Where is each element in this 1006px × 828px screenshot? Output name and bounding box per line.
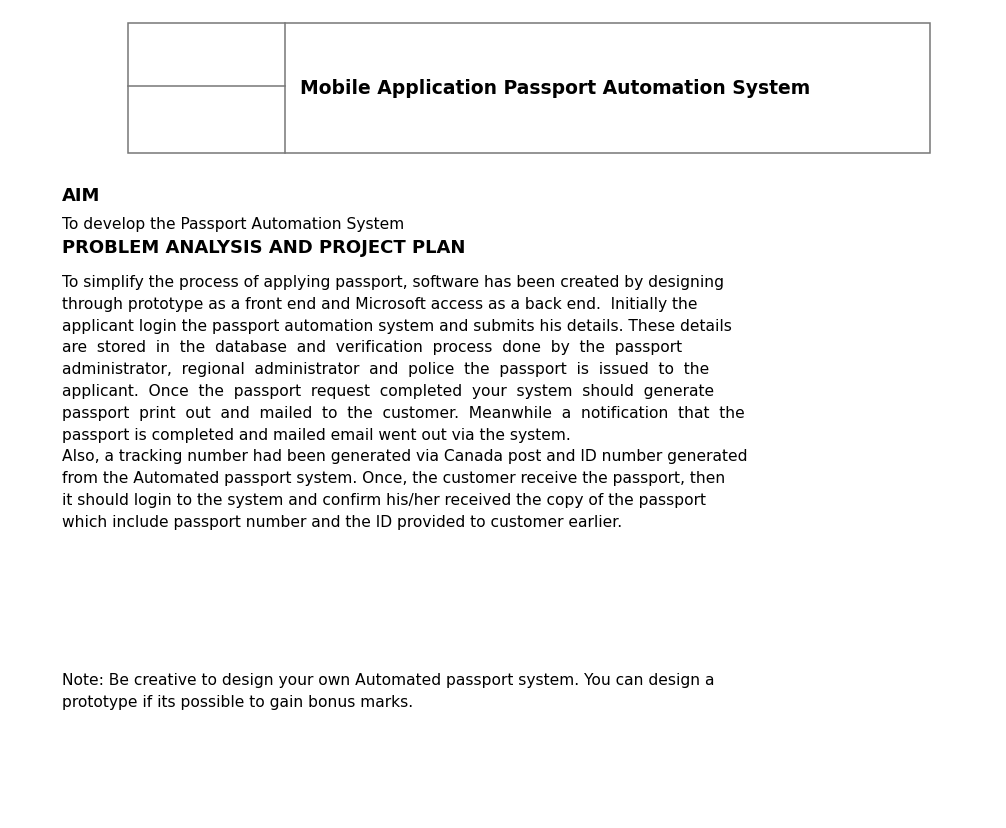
Text: passport  print  out  and  mailed  to  the  customer.  Meanwhile  a  notificatio: passport print out and mailed to the cus… <box>62 406 744 421</box>
Text: To develop the Passport Automation System: To develop the Passport Automation Syste… <box>62 217 404 232</box>
Text: passport is completed and mailed email went out via the system.: passport is completed and mailed email w… <box>62 427 570 442</box>
Text: AIM: AIM <box>62 187 101 205</box>
Text: which include passport number and the ID provided to customer earlier.: which include passport number and the ID… <box>62 514 622 529</box>
Text: Mobile Application Passport Automation System: Mobile Application Passport Automation S… <box>300 79 810 99</box>
Text: it should login to the system and confirm his/her received the copy of the passp: it should login to the system and confir… <box>62 493 706 508</box>
Text: PROBLEM ANALYSIS AND PROJECT PLAN: PROBLEM ANALYSIS AND PROJECT PLAN <box>62 238 466 257</box>
Text: administrator,  regional  administrator  and  police  the  passport  is  issued : administrator, regional administrator an… <box>62 362 709 377</box>
Text: prototype if its possible to gain bonus marks.: prototype if its possible to gain bonus … <box>62 694 413 709</box>
Bar <box>128 24 930 154</box>
Text: Also, a tracking number had been generated via Canada post and ID number generat: Also, a tracking number had been generat… <box>62 449 747 464</box>
Text: Note: Be creative to design your own Automated passport system. You can design a: Note: Be creative to design your own Aut… <box>62 672 714 687</box>
Text: To simplify the process of applying passport, software has been created by desig: To simplify the process of applying pass… <box>62 275 724 290</box>
Text: applicant.  Once  the  passport  request  completed  your  system  should  gener: applicant. Once the passport request com… <box>62 383 714 398</box>
Text: are  stored  in  the  database  and  verification  process  done  by  the  passp: are stored in the database and verificat… <box>62 340 682 355</box>
Text: through prototype as a front end and Microsoft access as a back end.  Initially : through prototype as a front end and Mic… <box>62 296 697 311</box>
Text: applicant login the passport automation system and submits his details. These de: applicant login the passport automation … <box>62 318 732 333</box>
Text: from the Automated passport system. Once, the customer receive the passport, the: from the Automated passport system. Once… <box>62 470 725 485</box>
